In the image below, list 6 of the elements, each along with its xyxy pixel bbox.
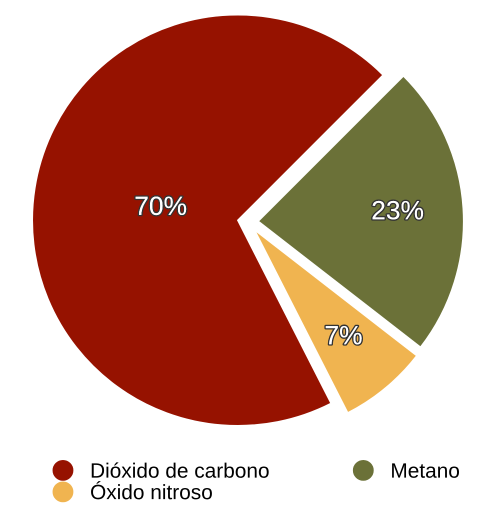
data-label: 70% (136, 196, 186, 216)
data-label: 7% (326, 326, 362, 344)
legend-label: Dióxido de carbono (92, 462, 269, 478)
data-label: 23% (372, 200, 424, 220)
legend-label: Óxido nitroso (91, 481, 212, 500)
legend-label: Metano (392, 463, 459, 478)
